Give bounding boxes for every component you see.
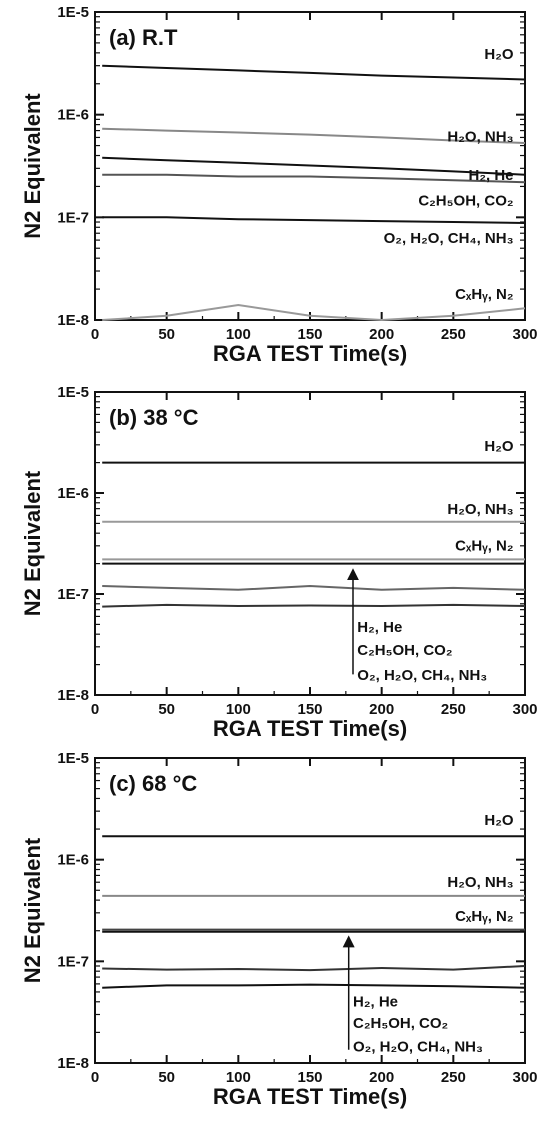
x-tick-label: 50 (158, 326, 175, 343)
x-tick-label: 150 (297, 1069, 322, 1086)
x-axis-title: RGA TEST Time(s) (213, 1084, 407, 1109)
series-label: H₂O (484, 812, 513, 829)
x-tick-label: 50 (158, 1069, 175, 1086)
series-label: H₂O, NH₃ (447, 874, 513, 891)
y-tick-label: 1E-7 (57, 586, 89, 603)
series-label: H₂, He (357, 619, 402, 636)
series-label: H₂, He (469, 167, 514, 184)
x-tick-label: 0 (91, 1069, 99, 1086)
y-tick-label: 1E-5 (57, 384, 89, 401)
series-line-4 (102, 965, 526, 972)
y-axis-title: N2 Equivalent (20, 837, 45, 983)
y-axis-title: N2 Equivalent (20, 93, 45, 239)
series-line-4 (102, 584, 526, 591)
y-tick-label: 1E-7 (57, 953, 89, 970)
series-label: O₂, H₂O, CH₄, NH₃ (384, 230, 514, 247)
x-axis-title: RGA TEST Time(s) (213, 716, 407, 741)
x-tick-label: 100 (226, 1069, 251, 1086)
chart-panel-1: 1E-8 1E-7 1E-6 1E-5 0 50 100 150 200 250 300 RGA TE… (20, 384, 538, 741)
y-tick-label: 1E-8 (57, 687, 89, 704)
series-line-5 (102, 603, 526, 608)
panel-title: (c) 68 °C (109, 771, 197, 796)
x-tick-label: 250 (441, 701, 466, 718)
series-label: H₂O (484, 438, 513, 455)
series-label: H₂O (484, 46, 513, 63)
series-label: C₂H₅OH, CO₂ (357, 642, 452, 659)
y-tick-label: 1E-5 (57, 4, 89, 21)
series-line-5 (102, 303, 526, 322)
y-tick-label: 1E-6 (57, 107, 89, 124)
chart-panel-2: 1E-8 1E-7 1E-6 1E-5 0 50 100 150 200 250 300 RGA TE… (20, 750, 538, 1109)
x-tick-label: 150 (297, 701, 322, 718)
y-axis-title: N2 Equivalent (20, 470, 45, 616)
x-tick-label: 250 (441, 326, 466, 343)
series-line-2 (102, 156, 526, 176)
x-tick-label: 300 (512, 1069, 537, 1086)
series-label: H₂, He (353, 993, 398, 1010)
panel-title: (a) R.T (109, 25, 178, 50)
series-label: CₓHᵧ, N₂ (455, 286, 513, 303)
x-tick-label: 300 (512, 701, 537, 718)
series-label: O₂, H₂O, CH₄, NH₃ (353, 1038, 483, 1055)
x-tick-label: 100 (226, 326, 251, 343)
x-tick-label: 150 (297, 326, 322, 343)
x-tick-label: 50 (158, 701, 175, 718)
x-tick-label: 200 (369, 1069, 394, 1086)
chart-panel-0: 1E-8 1E-7 1E-6 1E-5 0 50 100 150 200 250 300 RGA TE… (20, 4, 538, 366)
series-label: CₓHᵧ, N₂ (455, 908, 513, 925)
x-tick-label: 250 (441, 1069, 466, 1086)
series-label: O₂, H₂O, CH₄, NH₃ (357, 667, 487, 684)
x-axis-title: RGA TEST Time(s) (213, 341, 407, 366)
x-tick-label: 200 (369, 701, 394, 718)
x-tick-label: 100 (226, 701, 251, 718)
series-label: C₂H₅OH, CO₂ (353, 1015, 448, 1032)
x-tick-label: 200 (369, 326, 394, 343)
series-line-0 (102, 64, 526, 81)
y-tick-label: 1E-5 (57, 750, 89, 767)
y-tick-label: 1E-8 (57, 312, 89, 329)
x-tick-label: 0 (91, 701, 99, 718)
y-tick-label: 1E-7 (57, 209, 89, 226)
series-label: H₂O, NH₃ (447, 128, 513, 145)
x-tick-label: 0 (91, 326, 99, 343)
panel-title: (b) 38 °C (109, 405, 199, 430)
series-line-3 (102, 173, 526, 184)
series-line-5 (102, 983, 526, 989)
y-tick-label: 1E-6 (57, 852, 89, 869)
y-tick-label: 1E-6 (57, 485, 89, 502)
series-label: CₓHᵧ, N₂ (455, 537, 513, 554)
series-label: C₂H₅OH, CO₂ (418, 193, 513, 210)
x-tick-label: 300 (512, 326, 537, 343)
series-line-4 (102, 216, 526, 224)
y-tick-label: 1E-8 (57, 1055, 89, 1072)
series-label: H₂O, NH₃ (447, 501, 513, 518)
series-line-1 (102, 127, 526, 144)
